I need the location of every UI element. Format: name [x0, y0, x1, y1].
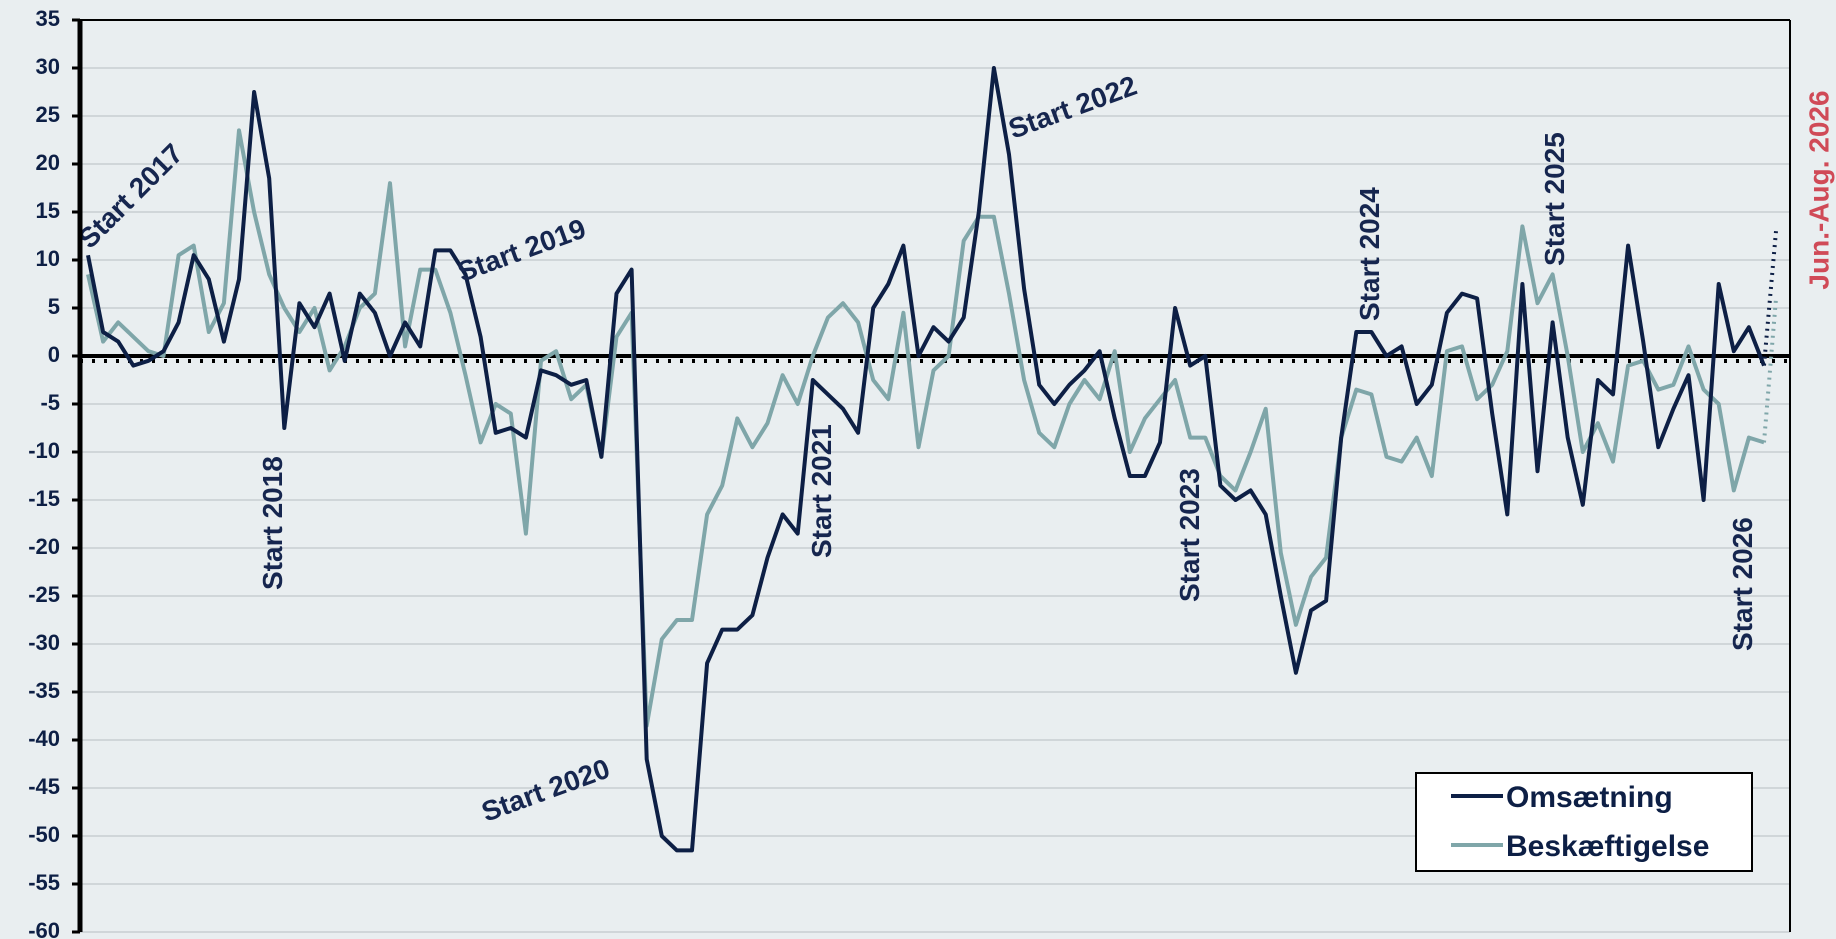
legend: Omsætning Beskæftigelse [1415, 772, 1753, 872]
y-tick-label: 5 [48, 294, 60, 319]
annotation-start-year: Start 2025 [1539, 132, 1570, 266]
y-tick-label: 25 [36, 102, 60, 127]
y-tick-label: -15 [28, 486, 60, 511]
legend-label-omsaetning: Omsætning [1506, 781, 1673, 814]
series-omsaetning-line [86, 66, 1766, 853]
annotation-start-year: Start 2023 [1174, 468, 1205, 602]
y-tick-label: -55 [28, 870, 60, 895]
annotation-start-year: Start 2018 [257, 456, 288, 590]
annotation-start-year: Start 2021 [806, 424, 837, 558]
y-tick-label: -40 [28, 726, 60, 751]
forecast-label: Jun.-Aug. 2026 [1803, 90, 1834, 289]
y-tick-label: 10 [36, 246, 60, 271]
legend-label-beskaeftigelse: Beskæftigelse [1506, 830, 1709, 863]
series-lines [86, 66, 1778, 853]
y-tick-label: -10 [28, 438, 60, 463]
y-tick-label: 35 [36, 6, 60, 31]
y-tick-label: -35 [28, 678, 60, 703]
axes [72, 18, 1791, 934]
series-omsaetning-forecast [1762, 231, 1778, 366]
y-tick-label: -20 [28, 534, 60, 559]
y-tick-label: 20 [36, 150, 60, 175]
y-tick-label: 30 [36, 54, 60, 79]
y-tick-label: -45 [28, 774, 60, 799]
series-beskaeftigelse-forecast [1762, 298, 1778, 443]
y-tick-label: -5 [40, 390, 60, 415]
y-tick-label: 0 [48, 342, 60, 367]
y-tick-label: -50 [28, 822, 60, 847]
y-tick-label: -30 [28, 630, 60, 655]
y-tick-label: -60 [28, 918, 60, 939]
y-axis-tick-labels: 35 30 25 20 15 10 5 0 -5 -10 -15 -20 -25 -30 -35 -40 -45… [28, 6, 60, 939]
y-tick-label: -25 [28, 582, 60, 607]
annotation-start-year: Start 2026 [1727, 517, 1758, 651]
y-tick-label: 15 [36, 198, 60, 223]
annotation-start-year: Start 2024 [1354, 187, 1385, 321]
legend-box [1415, 772, 1753, 872]
